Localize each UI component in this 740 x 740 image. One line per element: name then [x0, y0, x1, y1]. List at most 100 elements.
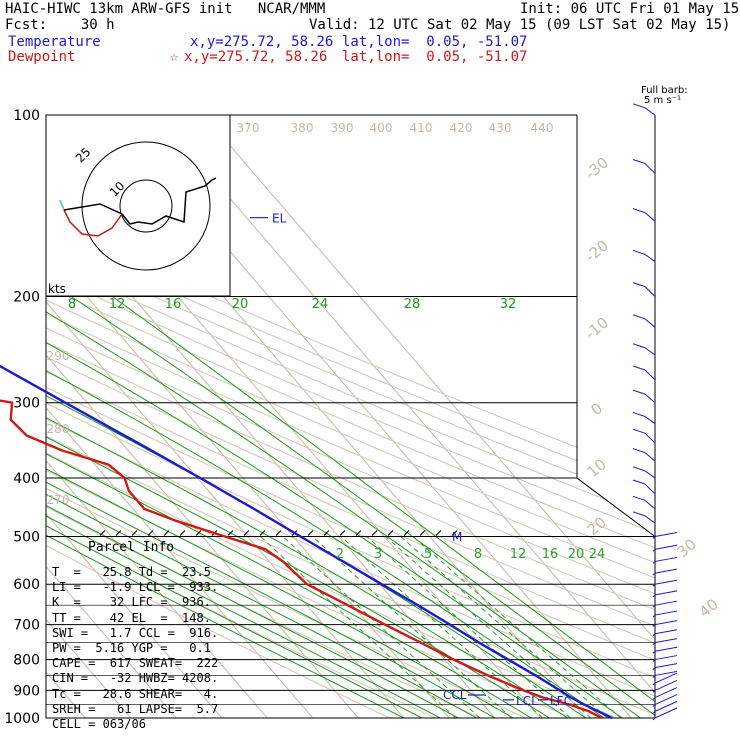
wind-barb — [652, 704, 656, 707]
wind-barb-flag — [632, 411, 646, 417]
wind-barb-flag — [632, 466, 646, 472]
dewpoint-xy: x,y=275.72, 58.26 — [184, 49, 328, 65]
pressure-label: 100 — [13, 108, 40, 124]
wind-barb — [644, 318, 656, 328]
isotherm-layer — [46, 115, 655, 718]
mixing-ratio-label: 2 — [336, 547, 344, 562]
dewpoint-trace — [0, 399, 603, 720]
wind-barb-flag — [654, 670, 678, 676]
wind-barb-flag — [632, 103, 646, 109]
wind-barb-flag — [632, 511, 646, 517]
lfc-label: LFC — [550, 694, 572, 708]
pressure-label: 700 — [13, 618, 40, 634]
hodograph-ring — [119, 179, 173, 233]
dry-adiabat-line — [46, 115, 655, 718]
wind-barb-flag — [654, 655, 678, 661]
temperature-trace — [0, 364, 613, 720]
profile-layer: EL LCL LFC CCL M — [0, 212, 613, 720]
hodograph-mid-segment — [63, 209, 123, 237]
barb-legend: Full barb: 5 m s⁻¹ — [641, 86, 688, 106]
dewpoint-star-icon: ☆ — [170, 49, 179, 65]
barb-legend-line1: Full barb: — [641, 85, 688, 96]
dry-adiabat-line — [46, 115, 655, 718]
wind-barb — [644, 499, 656, 510]
wind-barb — [644, 432, 656, 444]
temperature-legend: Temperature — [8, 34, 101, 50]
parcel-info-row: PW = 5.16 YGP = 0.1 — [52, 641, 211, 655]
pressure-label: 900 — [13, 683, 40, 699]
parcel-info-row: SWI = 1.7 CCL = 916. — [52, 625, 219, 640]
wind-barb — [652, 682, 656, 686]
lcl-label: LCL — [516, 694, 538, 708]
theta-label: 270 — [47, 493, 70, 507]
mixing-ratio-label: 8 — [474, 547, 482, 562]
temperature-latlon: lat,lon= 0.05, -51.07 — [342, 34, 528, 50]
hodograph-box — [45, 114, 231, 297]
hatch-mark — [403, 530, 410, 536]
isotherm-line — [46, 115, 496, 718]
wind-barb-flag — [632, 389, 646, 395]
wind-barb — [644, 483, 656, 495]
wind-barb — [652, 572, 656, 576]
wind-barb-flag — [654, 679, 678, 691]
hatch-mark — [339, 530, 346, 536]
hatch-mark — [131, 530, 138, 536]
wind-barb — [652, 583, 656, 587]
hodograph-units: kts — [48, 282, 66, 296]
wind-barb-flag — [654, 610, 678, 616]
parcel-info-row: Tc = 28.6 SHEAR= 4. — [52, 686, 219, 701]
wind-barb-flag — [654, 694, 678, 706]
mixing-ratio-label: 20 — [568, 547, 585, 562]
wind-barb — [644, 470, 656, 479]
wind-barb — [652, 561, 656, 564]
mixing-ratio-label: 5 — [424, 547, 432, 562]
wind-barb-flag — [654, 544, 678, 550]
wind-barb — [652, 675, 656, 678]
wind-barb-layer — [632, 103, 678, 721]
wind-barb — [652, 614, 656, 618]
theta-label: 440 — [531, 121, 554, 135]
theta-label: 390 — [331, 121, 354, 135]
hatch-mark — [355, 530, 362, 536]
valid-time: Valid: 12 UTC Sat 02 May 15 (09 LST Sat … — [309, 17, 731, 33]
isotherm-label: 40 — [696, 595, 722, 621]
theta-label: 290 — [47, 349, 70, 363]
theta-label: 410 — [410, 121, 433, 135]
wind-barb-flag — [632, 208, 646, 214]
theta-e-label: 20 — [232, 297, 249, 312]
dry-adiabat-line — [46, 115, 655, 718]
wind-barb — [644, 369, 656, 381]
theta-label: 280 — [47, 422, 70, 436]
wind-barb — [652, 650, 656, 654]
hatch-mark — [227, 530, 234, 536]
wind-barb — [652, 690, 656, 693]
frame-diagonal — [576, 477, 656, 537]
wind-barb-flag — [654, 638, 678, 644]
theta-e-label: 8 — [68, 297, 76, 312]
wind-barb — [652, 604, 656, 608]
hatch-mark — [371, 530, 378, 536]
wind-barb — [644, 347, 656, 356]
wind-barb — [644, 515, 656, 524]
theta-e-label: 12 — [109, 297, 126, 312]
wind-barb-flag — [654, 531, 678, 537]
wind-barb — [652, 717, 656, 721]
wind-barb-flag — [654, 646, 678, 652]
mixing-ratio-label: 16 — [542, 547, 559, 562]
wind-barb-flag — [632, 448, 646, 454]
isotherm-label: -10 — [582, 313, 612, 343]
wind-barb — [652, 697, 656, 700]
wind-barb-flag — [654, 700, 678, 712]
wind-barb-flag — [654, 568, 678, 574]
dry-adiabat-line — [46, 115, 655, 718]
isotherm-label: 30 — [674, 535, 700, 561]
dry-adiabat-line — [46, 115, 655, 718]
isotherm-line — [46, 115, 405, 718]
wind-barb — [652, 667, 656, 670]
wind-barb — [652, 711, 656, 714]
dry-adiabat-line — [46, 115, 655, 718]
isotherm-label: 10 — [584, 455, 610, 481]
wind-barb — [652, 624, 656, 627]
parcel-info-row: SREH = 61 LAPSE= 5.7 — [52, 701, 219, 716]
